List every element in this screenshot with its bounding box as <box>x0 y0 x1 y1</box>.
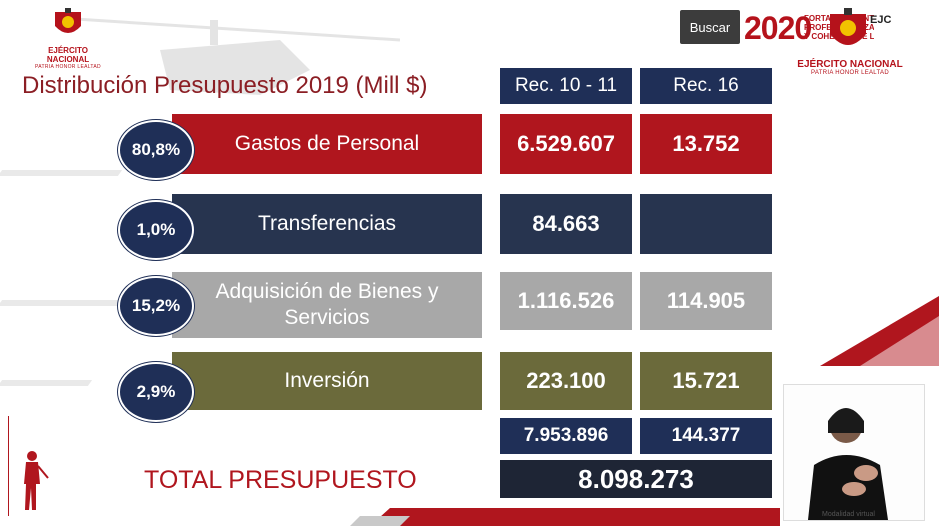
column-header-rec-10-11: Rec. 10 - 11 <box>500 68 632 104</box>
sign-language-video[interactable]: Modalidad virtual <box>783 384 925 521</box>
slide-title: Distribución Presupuesto 2019 (Mill $) <box>22 72 428 99</box>
total-label: TOTAL PRESUPUESTO <box>144 466 417 494</box>
decor-stripe <box>0 380 93 386</box>
percentage-badge: 2,9% <box>118 362 194 422</box>
logo-subtitle: PATRIA HONOR LEALTAD <box>35 64 101 70</box>
crest-icon <box>55 8 81 33</box>
value-cell: 1.116.526 <box>500 272 632 330</box>
category-bar-transferencias: Transferencias <box>172 194 482 254</box>
interpreter-figure <box>808 408 888 520</box>
percentage-badge: 80,8% <box>118 120 194 180</box>
percentage-badge: 1,0% <box>118 200 194 260</box>
army-logo-right: EJÉRCITO NACIONAL PATRIA HONOR LEALTAD <box>780 58 920 76</box>
red-wedge-decor <box>820 296 939 366</box>
value-cell: 6.529.607 <box>500 114 632 174</box>
army-logo-left: EJÉRCITO NACIONAL PATRIA HONOR LEALTAD <box>28 8 108 70</box>
value-cell <box>640 194 772 254</box>
decor-stripe <box>0 170 123 176</box>
subtotal-rec-10-11: 7.953.896 <box>500 418 632 454</box>
bottom-decor <box>350 508 780 526</box>
category-label-line: Servicios <box>284 306 370 329</box>
value-cell: 114.905 <box>640 272 772 330</box>
decor-stripe <box>0 300 123 306</box>
decor-line <box>8 416 9 516</box>
category-bar-inversion: Inversión <box>172 352 482 410</box>
value-cell: 84.663 <box>500 194 632 254</box>
helicopter-watermark <box>60 16 400 95</box>
search-button[interactable]: Buscar <box>680 10 740 44</box>
category-label-line: Adquisición de Bienes y <box>215 280 439 303</box>
category-bar-gastos-personal: Gastos de Personal <box>172 114 482 174</box>
logo-title: EJÉRCITO NACIONAL <box>797 59 903 70</box>
video-caption: Modalidad virtual <box>822 511 875 518</box>
soldier-icon <box>24 451 49 510</box>
logo-title: EJÉRCITO NACIONAL <box>46 46 90 64</box>
ejc-badge: EJC <box>870 14 892 26</box>
year-text: 2020 <box>744 10 812 46</box>
crest-icon <box>830 8 866 45</box>
subtotal-rec-16: 144.377 <box>640 418 772 454</box>
value-cell: 223.100 <box>500 352 632 410</box>
value-cell: 13.752 <box>640 114 772 174</box>
percentage-badge: 15,2% <box>118 276 194 336</box>
value-cell: 15.721 <box>640 352 772 410</box>
total-value: 8.098.273 <box>500 460 772 498</box>
category-bar-bienes-servicios: Adquisición de Bienes y Servicios <box>172 272 482 338</box>
column-header-rec-16: Rec. 16 <box>640 68 772 104</box>
logo-subtitle: PATRIA HONOR LEALTAD <box>811 70 889 76</box>
